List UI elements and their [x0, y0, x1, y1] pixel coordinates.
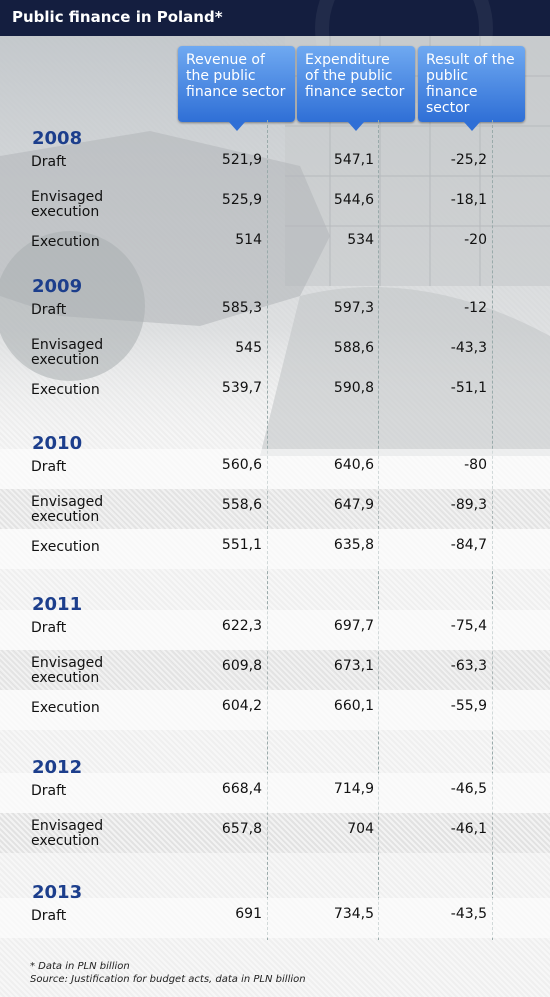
year-heading: 2009: [32, 276, 83, 297]
table-cell: -55,9: [450, 698, 487, 714]
row-label: Execution: [31, 234, 100, 250]
year-heading: 2008: [32, 128, 83, 149]
table-cell: 585,3: [221, 300, 262, 316]
table-cell: 660,1: [333, 698, 374, 714]
table-cell: -25,2: [450, 152, 487, 168]
row-background: [0, 898, 550, 938]
row-label: Envisaged execution: [31, 189, 104, 220]
table-cell: 560,6: [221, 457, 262, 473]
table-cell: 714,9: [333, 781, 374, 797]
row-label: Draft: [31, 459, 67, 475]
table-cell: -20: [464, 232, 487, 248]
table-cell: 691: [235, 906, 262, 922]
table-cell: 673,1: [333, 658, 374, 674]
table-cell: 640,6: [333, 457, 374, 473]
table-cell: -89,3: [450, 497, 487, 513]
table-cell: 668,4: [221, 781, 262, 797]
table-cell: 547,1: [333, 152, 374, 168]
row-label: Execution: [31, 539, 100, 555]
year-heading: 2012: [32, 757, 83, 778]
column-header-expenditure: Expenditure of the public finance sector: [297, 46, 415, 131]
table-cell: 609,8: [221, 658, 262, 674]
row-background: [0, 449, 550, 489]
table-cell: -12: [464, 300, 487, 316]
table-cell: 697,7: [333, 618, 374, 634]
table-cell: 521,9: [221, 152, 262, 168]
table-cell: 514: [235, 232, 262, 248]
source-note: Source: Justification for budget acts, d…: [30, 974, 306, 985]
table-cell: 604,2: [221, 698, 262, 714]
table-cell: 590,8: [333, 380, 374, 396]
row-label: Draft: [31, 154, 67, 170]
row-label: Execution: [31, 700, 100, 716]
table-cell: -51,1: [450, 380, 487, 396]
table-cell: 545: [235, 340, 262, 356]
row-background: [0, 773, 550, 813]
table-cell: 635,8: [333, 537, 374, 553]
row-label: Envisaged execution: [31, 494, 104, 525]
table-cell: -43,3: [450, 340, 487, 356]
column-header-revenue: Revenue of the public finance sector: [178, 46, 295, 131]
table-cell: -75,4: [450, 618, 487, 634]
table-cell: 647,9: [333, 497, 374, 513]
year-heading: 2013: [32, 882, 83, 903]
table-cell: 539,7: [221, 380, 262, 396]
row-background: [0, 489, 550, 529]
table-cell: 544,6: [333, 192, 374, 208]
row-label: Draft: [31, 302, 67, 318]
row-background: [0, 690, 550, 730]
row-label: Draft: [31, 908, 67, 924]
row-label: Envisaged execution: [31, 655, 104, 686]
table-cell: -80: [464, 457, 487, 473]
table-cell: -46,1: [450, 821, 487, 837]
table-cell: -63,3: [450, 658, 487, 674]
table-cell: -18,1: [450, 192, 487, 208]
table-cell: 622,3: [221, 618, 262, 634]
row-label: Envisaged execution: [31, 818, 104, 849]
footnote: * Data in PLN billion: [30, 961, 130, 972]
table-cell: 734,5: [333, 906, 374, 922]
table-cell: 597,3: [333, 300, 374, 316]
row-background: [0, 529, 550, 569]
year-heading: 2010: [32, 433, 83, 454]
row-label: Execution: [31, 382, 100, 398]
year-heading: 2011: [32, 594, 83, 615]
table-cell: -46,5: [450, 781, 487, 797]
table-cell: 551,1: [221, 537, 262, 553]
row-label: Draft: [31, 783, 67, 799]
table-cell: 534: [347, 232, 374, 248]
table-cell: 558,6: [221, 497, 262, 513]
row-label: Draft: [31, 620, 67, 636]
table-cell: -43,5: [450, 906, 487, 922]
table-cell: 525,9: [221, 192, 262, 208]
table-cell: 704: [347, 821, 374, 837]
table-cell: 657,8: [221, 821, 262, 837]
column-header-result: Result of the public finance sector: [418, 46, 525, 131]
row-label: Envisaged execution: [31, 337, 104, 368]
header-bar: Public finance in Poland*: [0, 0, 550, 118]
table-cell: 588,6: [333, 340, 374, 356]
page-title: Public finance in Poland*: [12, 8, 223, 26]
row-background: [0, 610, 550, 650]
row-background: [0, 813, 550, 853]
table-cell: -84,7: [450, 537, 487, 553]
row-background: [0, 650, 550, 690]
